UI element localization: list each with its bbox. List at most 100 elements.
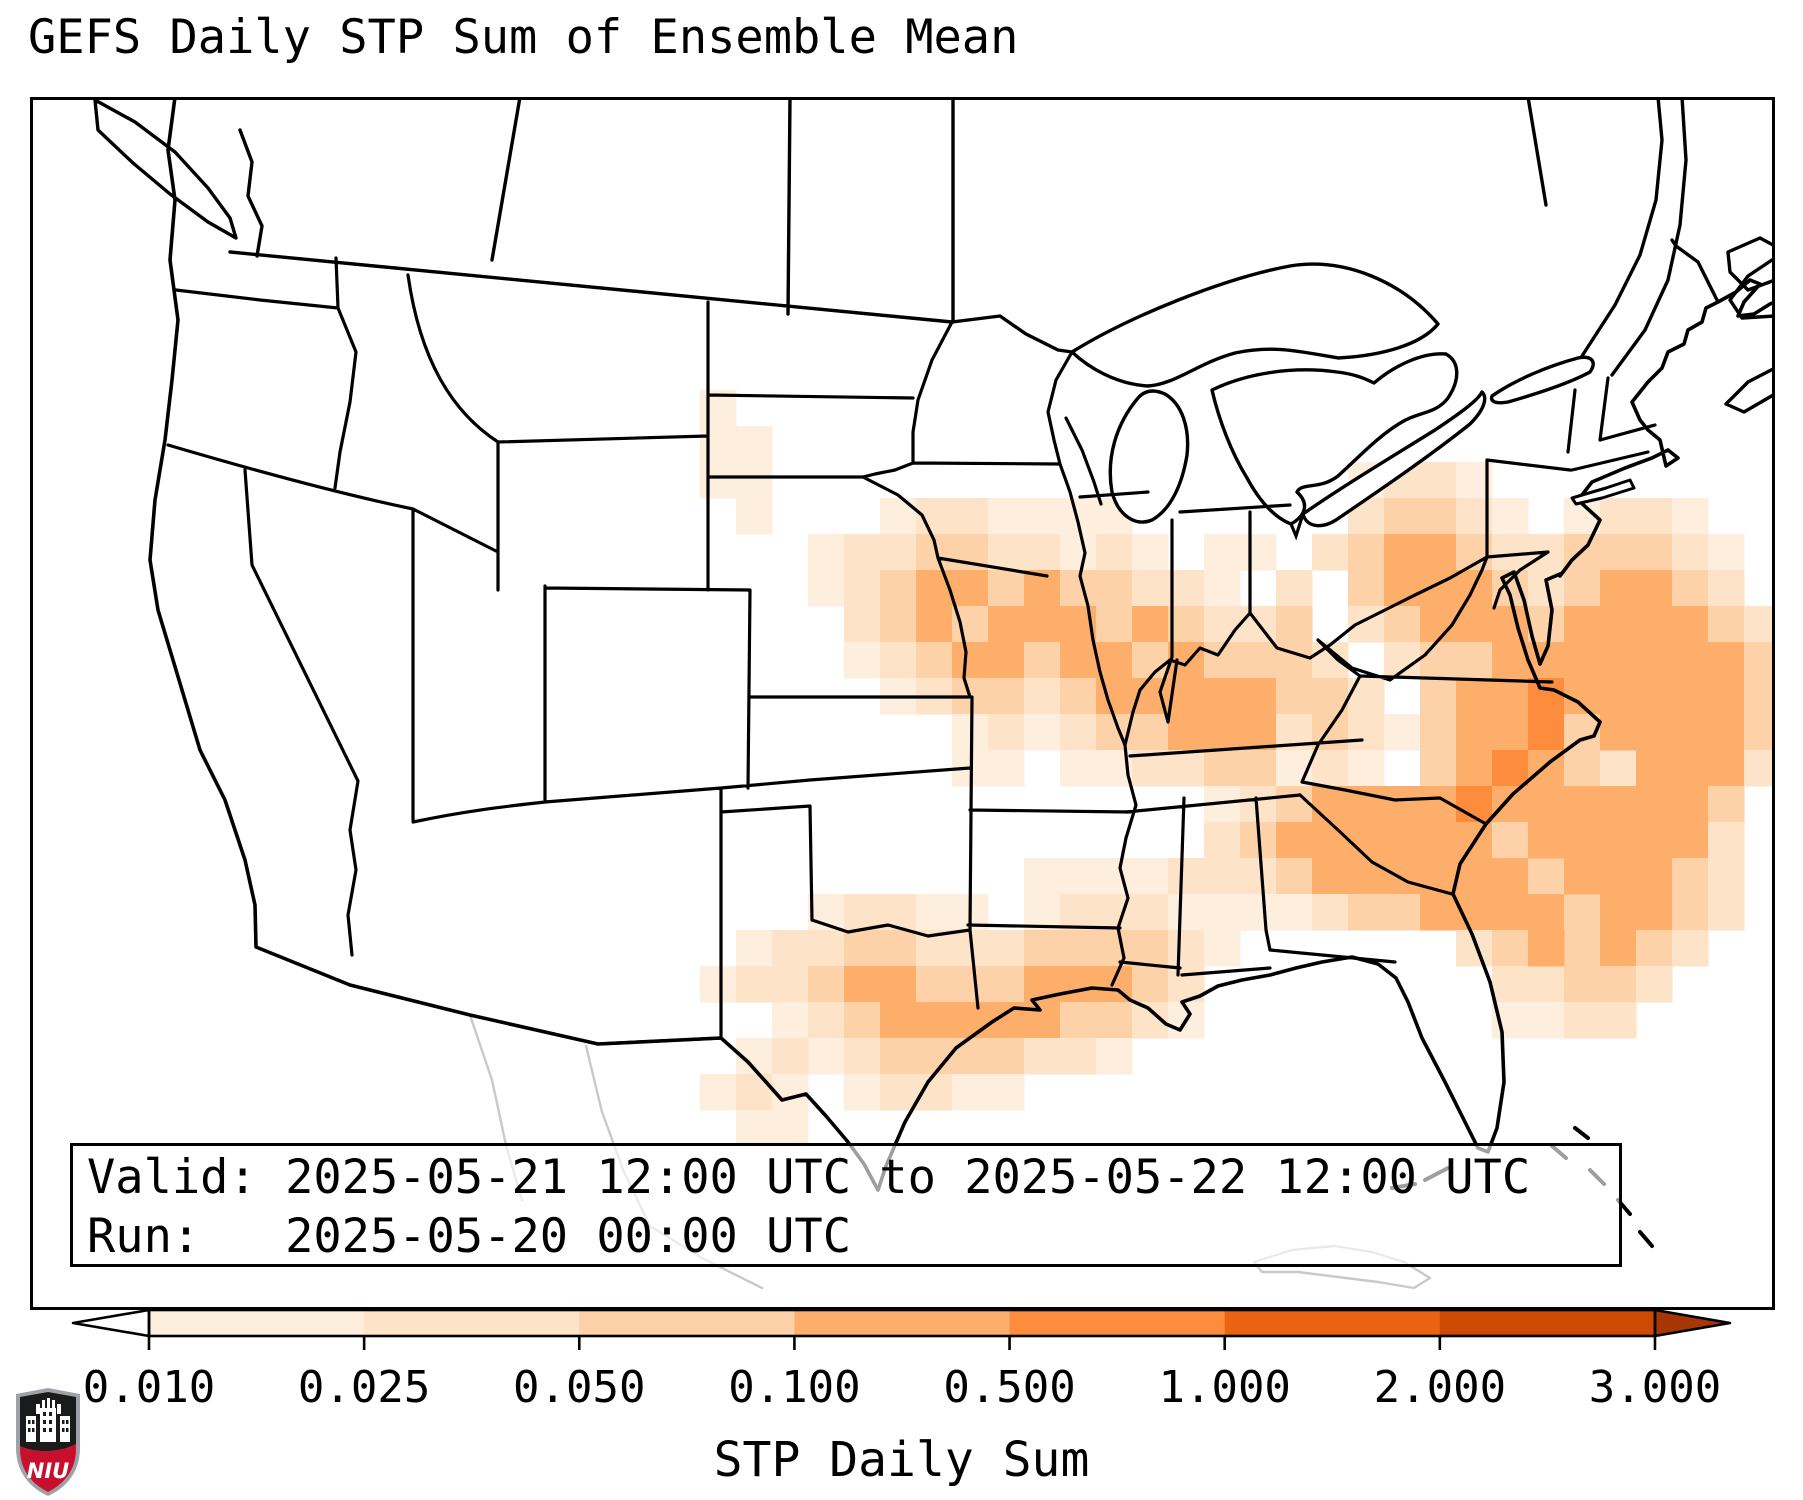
heatmap-cell bbox=[736, 966, 773, 1003]
heatmap-cell bbox=[1204, 606, 1241, 643]
heatmap-cell bbox=[1672, 534, 1709, 571]
castle-icon bbox=[26, 1398, 70, 1442]
heatmap-cell bbox=[700, 462, 737, 499]
heatmap-cell bbox=[1564, 822, 1601, 859]
heatmap-cell bbox=[772, 930, 809, 967]
colorbar-segment bbox=[1009, 1310, 1226, 1336]
heatmap-cell bbox=[1132, 858, 1169, 895]
heatmap-cell bbox=[1384, 714, 1421, 751]
heatmap-cell bbox=[772, 966, 809, 1003]
heatmap-cell bbox=[1492, 966, 1529, 1003]
colorbar-under-arrow bbox=[71, 1308, 151, 1338]
canada-borders bbox=[93, 97, 1775, 414]
heatmap-cell bbox=[808, 534, 845, 571]
heatmap-cell bbox=[1600, 786, 1637, 823]
colorbar-tick-label: 0.100 bbox=[728, 1362, 860, 1413]
heatmap-cell bbox=[1744, 642, 1775, 679]
heatmap-cell bbox=[1024, 642, 1061, 679]
heatmap-cell bbox=[1672, 894, 1709, 931]
heatmap-cell bbox=[1672, 642, 1709, 679]
heatmap-cell bbox=[880, 498, 917, 535]
heatmap-cell bbox=[1600, 714, 1637, 751]
heatmap-cell bbox=[700, 966, 737, 1003]
heatmap-cell bbox=[1060, 894, 1097, 931]
heatmap-cell bbox=[1600, 822, 1637, 859]
heatmap-cell bbox=[916, 1038, 953, 1075]
heatmap-cell bbox=[1060, 570, 1097, 607]
heatmap-cell bbox=[1312, 858, 1349, 895]
heatmap-cell bbox=[1600, 1002, 1637, 1039]
heatmap-cell bbox=[772, 1110, 809, 1147]
heatmap-cell bbox=[1240, 714, 1277, 751]
heatmap-cell bbox=[1456, 750, 1493, 787]
heatmap-cell bbox=[1708, 858, 1745, 895]
heatmap-cell bbox=[1528, 678, 1565, 715]
heatmap-cell bbox=[1564, 642, 1601, 679]
heatmap-cell bbox=[1528, 966, 1565, 1003]
heatmap-cell bbox=[1636, 930, 1673, 967]
colorbar-tick-label: 3.000 bbox=[1589, 1362, 1721, 1413]
heatmap-cell bbox=[1708, 822, 1745, 859]
heatmap-cell bbox=[1060, 642, 1097, 679]
heatmap-cell bbox=[1564, 966, 1601, 1003]
heatmap-cell bbox=[1060, 750, 1097, 787]
lake-michigan bbox=[1108, 389, 1190, 524]
heatmap-cell bbox=[1132, 894, 1169, 931]
heatmap-cell bbox=[808, 1038, 845, 1075]
heatmap-cell bbox=[1636, 642, 1673, 679]
heatmap-cell bbox=[916, 642, 953, 679]
heatmap-cell bbox=[1024, 678, 1061, 715]
heatmap-cell bbox=[1132, 714, 1169, 751]
heatmap-cell bbox=[772, 1038, 809, 1075]
heatmap-cell bbox=[1420, 822, 1457, 859]
heatmap-cell bbox=[1672, 822, 1709, 859]
heatmap-cell bbox=[916, 1002, 953, 1039]
colorbar-segment bbox=[1439, 1310, 1656, 1336]
heatmap-cell bbox=[1060, 858, 1097, 895]
heatmap-cell bbox=[1312, 786, 1349, 823]
heatmap-cell bbox=[700, 1074, 737, 1111]
heatmap-cell bbox=[1420, 498, 1457, 535]
colorbar-segment bbox=[579, 1310, 795, 1336]
heatmap-cell bbox=[1204, 894, 1241, 931]
heatmap-cell bbox=[916, 606, 953, 643]
heatmap-cell bbox=[1420, 714, 1457, 751]
heatmap-cell bbox=[1636, 750, 1673, 787]
heatmap-cell bbox=[1600, 678, 1637, 715]
heatmap-cell bbox=[736, 462, 773, 499]
heatmap-cell bbox=[1600, 606, 1637, 643]
niu-logo: NIU bbox=[16, 1388, 80, 1496]
colorbar-segment bbox=[794, 1310, 1011, 1336]
state-borders-east bbox=[1046, 350, 1657, 987]
heatmap-cell bbox=[1024, 930, 1061, 967]
heatmap-cell bbox=[844, 966, 881, 1003]
map-frame bbox=[30, 97, 1775, 1310]
heatmap-cell bbox=[1600, 534, 1637, 571]
colorbar-tick-label: 2.000 bbox=[1374, 1362, 1506, 1413]
heatmap-cell bbox=[1276, 570, 1313, 607]
heatmap-cell bbox=[1528, 822, 1565, 859]
heatmap-cell bbox=[1564, 1002, 1601, 1039]
heatmap-cell bbox=[1456, 714, 1493, 751]
heatmap-cell bbox=[1672, 570, 1709, 607]
colorbar-outline bbox=[147, 1308, 1657, 1338]
lake-huron bbox=[1210, 352, 1459, 526]
heatmap-cell bbox=[952, 1038, 989, 1075]
colorbar-segment bbox=[364, 1310, 580, 1336]
heatmap-cell bbox=[1024, 894, 1061, 931]
heatmap-cell bbox=[1528, 1002, 1565, 1039]
heatmap-cell bbox=[1276, 678, 1313, 715]
logo-shield-red bbox=[20, 1444, 76, 1492]
heatmap-cell bbox=[1240, 678, 1277, 715]
heatmap-cell bbox=[1708, 714, 1745, 751]
heatmap-cell bbox=[1384, 534, 1421, 571]
heatmap-cell bbox=[1276, 858, 1313, 895]
heatmap-cell bbox=[736, 1074, 773, 1111]
heatmap-cell bbox=[808, 930, 845, 967]
heatmap-cell bbox=[1024, 534, 1061, 571]
heatmap-cell bbox=[988, 642, 1025, 679]
heatmap-cell bbox=[1600, 498, 1637, 535]
heatmap-cell bbox=[1600, 966, 1637, 1003]
heatmap-cell bbox=[988, 678, 1025, 715]
heatmap-cell bbox=[808, 570, 845, 607]
